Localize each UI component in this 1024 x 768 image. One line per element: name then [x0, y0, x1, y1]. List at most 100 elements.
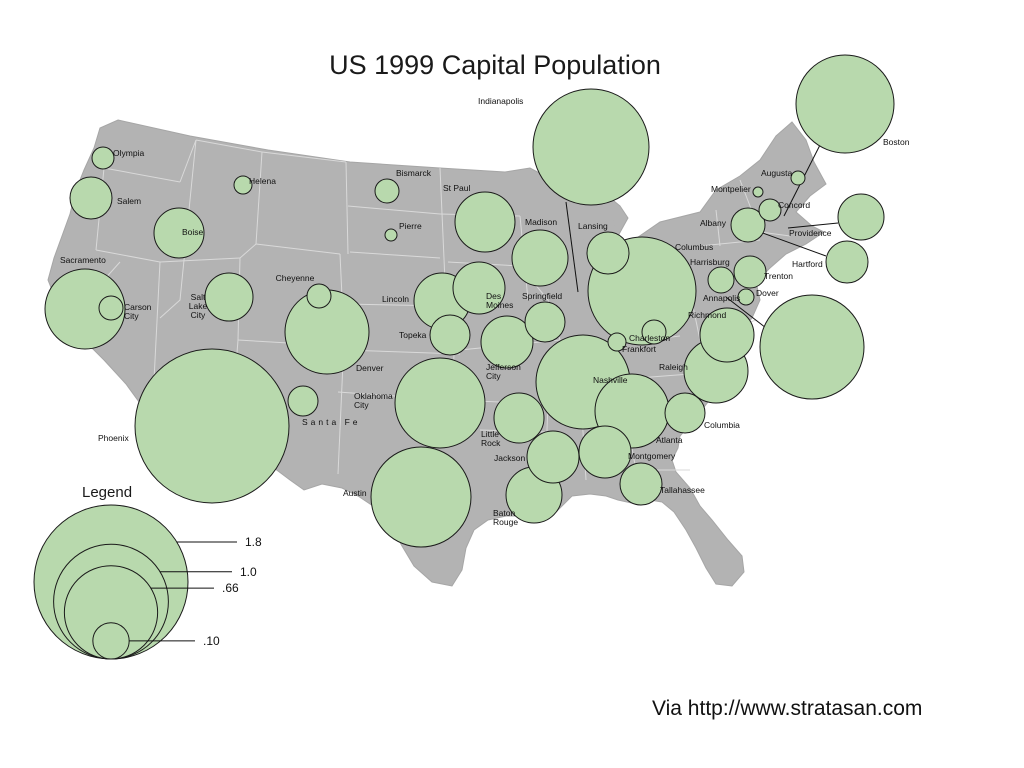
bubble-austin: [370, 446, 472, 548]
state-border-line: [103, 167, 181, 183]
bubble-columbia: [664, 392, 706, 434]
bubble-boston: [795, 54, 895, 154]
label-bismarck: Bismarck: [396, 168, 432, 178]
state-border-line: [349, 251, 441, 259]
bubble-hartford: [825, 240, 869, 284]
bubble-frankfort: [607, 332, 627, 352]
label-jefferson-city: Jefferson City: [486, 362, 521, 381]
label-pierre: Pierre: [399, 221, 422, 231]
bubble-boise: [153, 207, 205, 259]
source-credit: Via http://www.stratasan.com: [652, 697, 923, 720]
label-baton-rouge: Baton Rouge: [493, 508, 518, 527]
label-concord: Concord: [778, 200, 810, 210]
bubble-sacramento: [44, 268, 126, 350]
capital-labels: Olympia Salem Helena Boise Sacramento Carson C…: [60, 96, 910, 527]
bubble-topeka: [429, 314, 471, 356]
bubble-springfield: [524, 301, 566, 343]
label-augusta: Augusta: [761, 168, 792, 178]
label-montpelier: Montpelier: [711, 184, 751, 194]
label-austin: Austin: [343, 488, 367, 498]
state-border-line: [261, 151, 347, 163]
label-trenton: Trenton: [764, 271, 793, 281]
label-montgomery: Montgomery: [628, 451, 676, 461]
label-springfield: Springfield: [522, 291, 562, 301]
bubble-lansing: [586, 231, 630, 275]
label-harrisburg: Harrisburg: [690, 257, 730, 267]
label-annapolis: Annapolis: [703, 293, 740, 303]
bubble-concord: [758, 198, 782, 222]
bubble-helena: [233, 175, 253, 195]
label-lincoln: Lincoln: [382, 294, 409, 304]
bubble-pierre: [384, 228, 398, 242]
bubble-richmond: [699, 307, 755, 363]
label-salem: Salem: [117, 196, 141, 206]
state-border-line: [715, 209, 721, 247]
label-phoenix: Phoenix: [98, 433, 129, 443]
label-tallahassee: Tallahassee: [660, 485, 705, 495]
bubble-olympia: [91, 146, 115, 170]
state-border-line: [95, 249, 161, 263]
bubble-st-paul: [454, 191, 516, 253]
legend: 1.8 1.0.66 .10: [33, 504, 262, 660]
label-dover: Dover: [756, 288, 779, 298]
bubble-montpelier: [752, 186, 764, 198]
state-border-line: [345, 161, 349, 255]
state-border-line: [347, 205, 441, 215]
bubble-oklahoma-city: [394, 357, 486, 449]
label-richmond: Richmond: [688, 310, 727, 320]
label-helena: Helena: [249, 176, 276, 186]
label-salt-lake-city: Salt Lake City: [189, 292, 208, 320]
bubble-montgomery: [578, 425, 632, 479]
label-boise: Boise: [182, 227, 204, 237]
bubble-harrisburg: [707, 266, 735, 294]
capital-bubbles: [44, 54, 895, 548]
bubble-carson-city: [98, 295, 124, 321]
label-olympia: Olympia: [113, 148, 144, 158]
bubble-salt-lake-city: [204, 272, 254, 322]
label-topeka: Topeka: [399, 330, 427, 340]
label-columbia: Columbia: [704, 420, 740, 430]
label-santa-fe: Santa Fe: [302, 417, 361, 427]
label-carson-city: Carson City: [124, 302, 152, 321]
label-oklahoma-city: Oklahoma City: [354, 391, 393, 410]
leader-line-indianapolis: [565, 201, 579, 293]
bubble-annapolis: [759, 294, 865, 400]
label-frankfort: Frankfort: [622, 344, 657, 354]
label-atlanta: Atlanta: [656, 435, 683, 445]
bubble-jefferson-city: [480, 315, 534, 369]
label-jackson: Jackson: [494, 453, 525, 463]
label-hartford: Hartford: [792, 259, 823, 269]
label-charleston: Charleston: [629, 333, 670, 343]
state-border-line: [159, 139, 197, 319]
bubble-des-moines: [452, 261, 506, 315]
label-raleigh: Raleigh: [659, 362, 688, 372]
bubble-augusta: [790, 170, 806, 186]
state-border-line: [195, 139, 263, 259]
bubble-trenton: [733, 255, 767, 289]
bubble-providence: [837, 193, 885, 241]
label-cheyenne: Cheyenne: [276, 273, 315, 283]
bubble-albany: [730, 207, 766, 243]
bubble-tallahassee: [619, 462, 663, 506]
legend-label-2: .66: [222, 581, 239, 595]
state-border-line: [179, 139, 197, 183]
legend-label-3: .10: [203, 634, 220, 648]
label-indianapolis: Indianapolis: [478, 96, 523, 106]
label-albany: Albany: [700, 218, 727, 228]
bubble-santa-fe: [287, 385, 319, 417]
legend-label-0: 1.8: [245, 535, 262, 549]
leader-line-annapolis: [725, 296, 767, 329]
bubble-indianapolis: [532, 88, 650, 206]
bubble-bismarck: [374, 178, 400, 204]
state-border-line: [153, 261, 161, 381]
state-border-line: [255, 243, 341, 255]
bubble-dover: [737, 288, 755, 306]
leader-line-hartford: [759, 231, 827, 257]
bubble-cheyenne: [306, 283, 332, 309]
label-des-moines: Des Moines: [486, 291, 513, 310]
legend-label-1: 1.0: [240, 565, 257, 579]
label-lansing: Lansing: [578, 221, 608, 231]
map-title: US 1999 Capital Population: [329, 50, 661, 80]
label-st-paul: St Paul: [443, 183, 471, 193]
